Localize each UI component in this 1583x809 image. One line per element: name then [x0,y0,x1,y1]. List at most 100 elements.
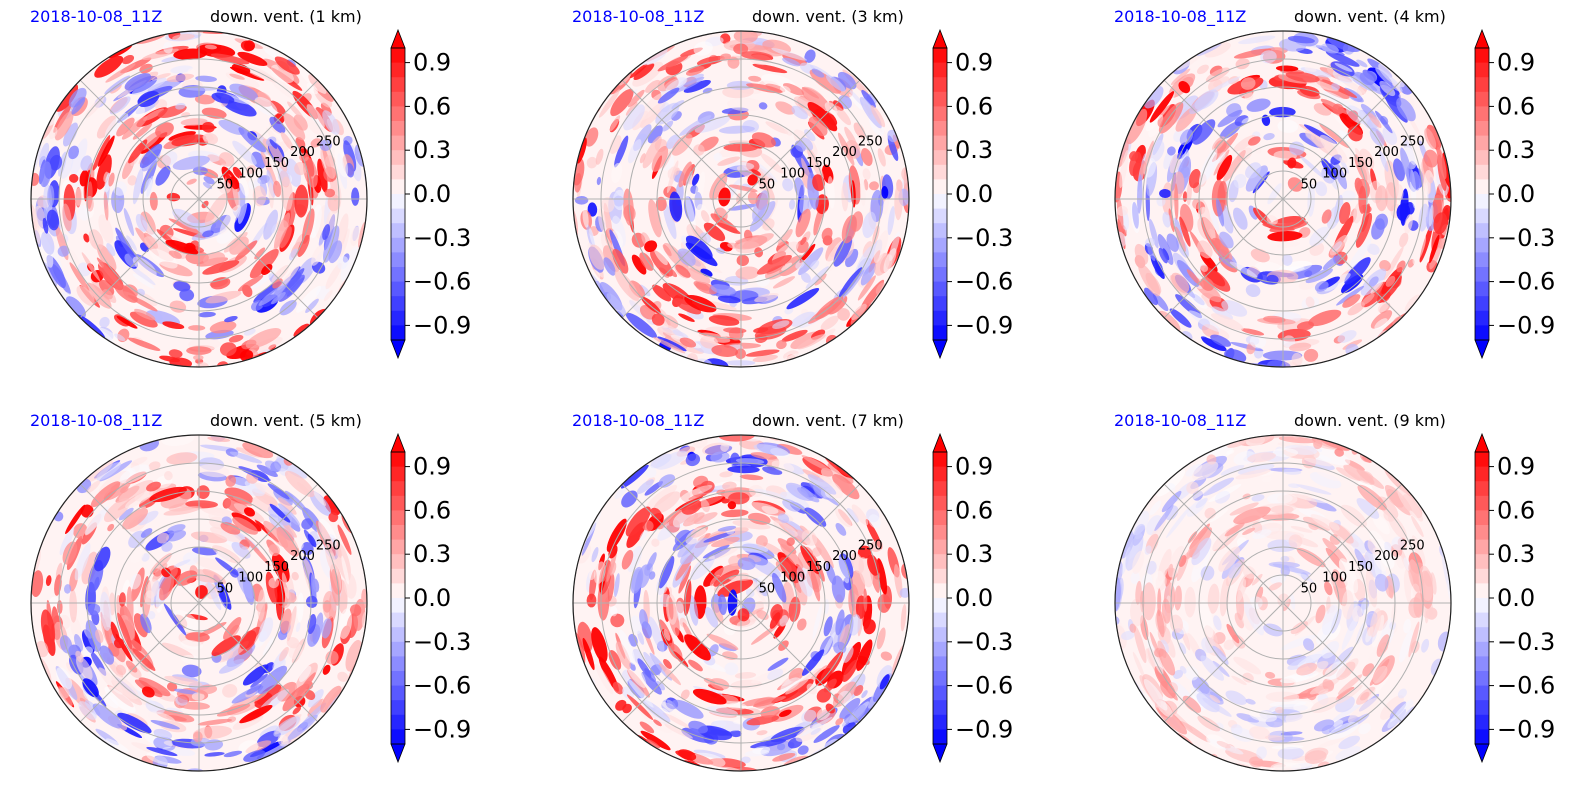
field-blob [767,668,784,681]
field-blob [69,589,78,623]
field-blob [1368,276,1379,287]
field-blob [582,208,589,228]
field-blob [92,703,123,729]
field-blob [795,259,805,270]
colorbar-segment [933,714,947,730]
colorbar-extend-max [932,432,948,453]
field-blob [1167,146,1176,156]
field-blob [894,183,903,221]
field-blob [69,173,79,183]
field-blob [734,672,757,679]
field-blob [1179,721,1211,743]
colorbar-segment [933,656,947,672]
field-blob [1308,309,1342,327]
panel-variable-title: down. vent. (1 km) [210,7,362,26]
field-blob [845,248,859,268]
plot-boundary [572,434,910,772]
colorbar-extend-max [1474,28,1490,49]
field-blob [301,542,314,556]
field-blob [1188,310,1221,332]
field-blob [193,556,227,571]
field-blob [126,235,137,251]
field-blob [835,609,845,636]
field-blob [1275,65,1299,72]
field-blob [42,217,49,234]
field-blob [623,188,634,226]
field-blob [192,725,233,740]
field-blob [750,452,778,460]
field-blob [310,138,322,148]
colorbar-segment [933,325,947,341]
field-blob [1287,35,1315,44]
field-blob [1377,301,1389,313]
radial-tick-label: 200 [832,549,857,564]
field-blob [211,92,235,104]
colorbar-segment [391,135,405,151]
field-blob [1357,484,1387,511]
field-blob [753,160,778,183]
field-blob [627,89,645,108]
field-blob [319,139,332,152]
field-blob [1304,270,1313,278]
field-blob [1234,115,1249,126]
panel-time-title: 2018-10-08_11Z [1114,7,1247,26]
colorbar-segment [391,568,405,584]
field-blob [185,632,210,642]
field-blob [289,248,298,261]
colorbar-segment [933,583,947,599]
field-blob [202,260,240,275]
colorbar-tick-label: 0.0 [413,584,451,612]
field-blob [1288,342,1312,352]
field-blob [1211,132,1239,162]
field-blob [1154,504,1174,532]
field-blob [218,658,245,674]
field-blob [196,485,210,499]
field-blob [1242,672,1254,683]
field-blob [809,260,820,271]
field-blob [741,756,751,764]
field-blob [264,48,283,60]
field-blob [586,593,597,608]
field-blob [1119,150,1129,189]
colorbar-tick-label: 0.3 [413,136,451,164]
field-blob [81,252,101,282]
field-blob [621,549,634,570]
field-blob [318,518,337,547]
field-blob [745,588,755,598]
field-blob [650,507,663,520]
field-blob [143,108,165,121]
field-blob [137,510,159,526]
field-blob [719,53,731,61]
field-blob [588,244,606,270]
colorbar-segment [1475,685,1489,701]
field-blob [1256,746,1267,760]
field-blob [837,556,850,584]
field-blob [1347,238,1372,271]
field-blob [202,230,214,238]
colorbar-segment [933,150,947,166]
field-blob [231,542,251,559]
field-blob [1242,527,1256,535]
field-blob [85,506,109,535]
field-blob [620,464,649,489]
field-blob [1336,285,1365,306]
colorbar-tick-label: 0.0 [955,584,993,612]
field-blob [780,543,804,569]
field-blob [584,127,599,147]
field-blob [1129,151,1139,162]
field-blob [1249,756,1264,768]
field-blob [1309,226,1330,247]
colorbar-segment [391,452,405,467]
colorbar-tick-label: 0.6 [1497,92,1535,120]
field-blob [1176,52,1204,71]
field-blob [805,266,829,289]
field-blob [1211,237,1230,259]
field-blob [772,752,796,762]
field-blob [1210,76,1241,93]
field-blob [84,96,105,119]
colorbar-segment [933,612,947,628]
field-blob [162,151,178,166]
field-blob [1358,185,1367,214]
field-blob [1313,447,1351,466]
